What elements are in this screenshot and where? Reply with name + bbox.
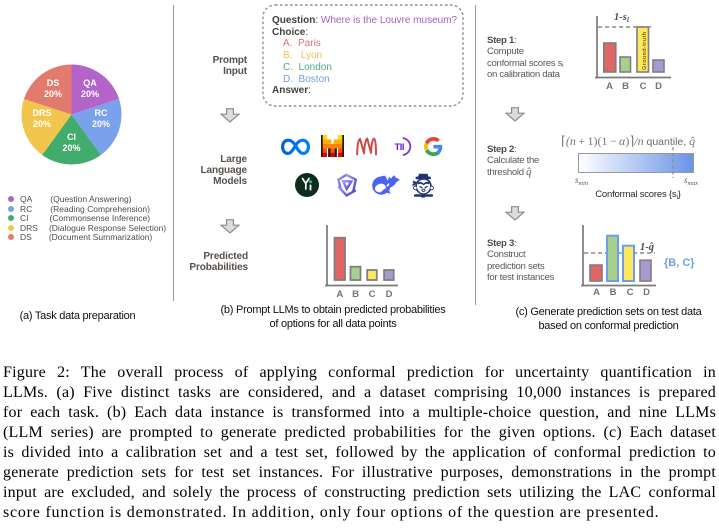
svg-text:C: C xyxy=(627,287,634,298)
svg-text:1-si: 1-si xyxy=(614,12,630,24)
svg-text:B: B xyxy=(352,289,359,300)
svg-text:TII: TII xyxy=(395,141,404,152)
svg-text:DS: DS xyxy=(47,78,60,88)
svg-text:D: D xyxy=(655,81,662,91)
svg-text:20%: 20% xyxy=(92,119,110,129)
svg-text:C: C xyxy=(640,81,647,91)
svg-text:QA: QA xyxy=(83,78,97,88)
svg-text:C: C xyxy=(369,289,376,300)
svg-text:A: A xyxy=(336,289,343,300)
svg-text:D: D xyxy=(643,287,650,298)
svg-text:B: B xyxy=(610,287,617,298)
svg-text:D: D xyxy=(386,289,393,300)
svg-text:20%: 20% xyxy=(33,119,51,129)
svg-text:A: A xyxy=(606,81,613,91)
svg-text:CI: CI xyxy=(67,132,76,142)
svg-text:Ground-truth: Ground-truth xyxy=(642,31,648,70)
svg-text:1-q̂: 1-q̂ xyxy=(640,242,654,253)
svg-text:20%: 20% xyxy=(44,89,62,99)
svg-text:B: B xyxy=(622,81,629,91)
svg-text:DRS: DRS xyxy=(32,108,51,118)
svg-text:20%: 20% xyxy=(62,143,80,153)
svg-text:RC: RC xyxy=(95,108,108,118)
svg-text:A: A xyxy=(593,287,600,298)
svg-text:20%: 20% xyxy=(81,89,99,99)
